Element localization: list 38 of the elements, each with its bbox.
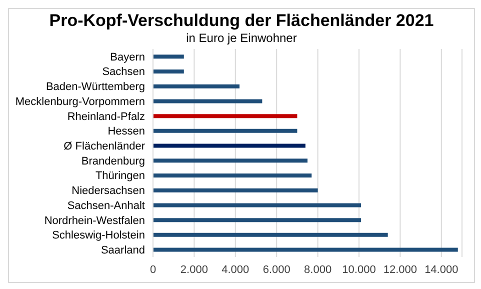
y-tick-label: Thüringen — [95, 170, 145, 182]
bar — [153, 70, 184, 74]
chart-title: Pro-Kopf-Verschuldung der Flächenländer 2021 — [48, 11, 435, 31]
y-tick-label: Rheinland-Pfalz — [67, 110, 145, 123]
bar — [153, 54, 184, 59]
x-tick-label: 2.000 — [180, 264, 208, 276]
y-tick-label: Schleswig-Holstein — [52, 230, 145, 242]
x-tick-label: 12.000 — [383, 264, 418, 276]
x-tick-label: 4.000 — [222, 264, 250, 276]
x-tick-label: 6.000 — [262, 264, 290, 276]
bar — [153, 174, 312, 178]
y-tick-label: Sachsen-Anhalt — [67, 200, 145, 212]
x-tick-label: 10.000 — [342, 264, 376, 276]
bar — [153, 232, 388, 237]
y-tick-label: Nordrhein-Westfalen — [44, 214, 145, 227]
chart-subtitle: in Euro je Einwohner — [185, 31, 298, 45]
bar — [153, 248, 458, 252]
y-tick-label: Sachsen — [102, 66, 145, 78]
x-tick-label: 0 — [150, 264, 156, 276]
y-tick-label: Baden-Württemberg — [46, 81, 145, 94]
bar — [153, 188, 318, 192]
y-tick-label: Hessen — [108, 126, 145, 138]
bar — [153, 128, 298, 133]
y-tick-label: Brandenburg — [81, 155, 145, 168]
bar — [153, 114, 298, 118]
y-tick-label: Ø Flächenländer — [64, 140, 146, 152]
x-tick-label: 14.000 — [424, 264, 458, 276]
bar — [153, 158, 308, 163]
bar — [153, 84, 240, 88]
x-tick-label: 8.000 — [304, 264, 332, 276]
y-tick-label: Niedersachsen — [72, 185, 145, 198]
bar — [153, 218, 362, 222]
bar — [153, 99, 262, 104]
y-tick-label: Bayern — [110, 51, 145, 64]
bar — [153, 144, 306, 148]
y-tick-label: Mecklenburg-Vorpommern — [15, 96, 145, 108]
bar — [153, 203, 362, 208]
y-tick-label: Saarland — [100, 244, 145, 256]
